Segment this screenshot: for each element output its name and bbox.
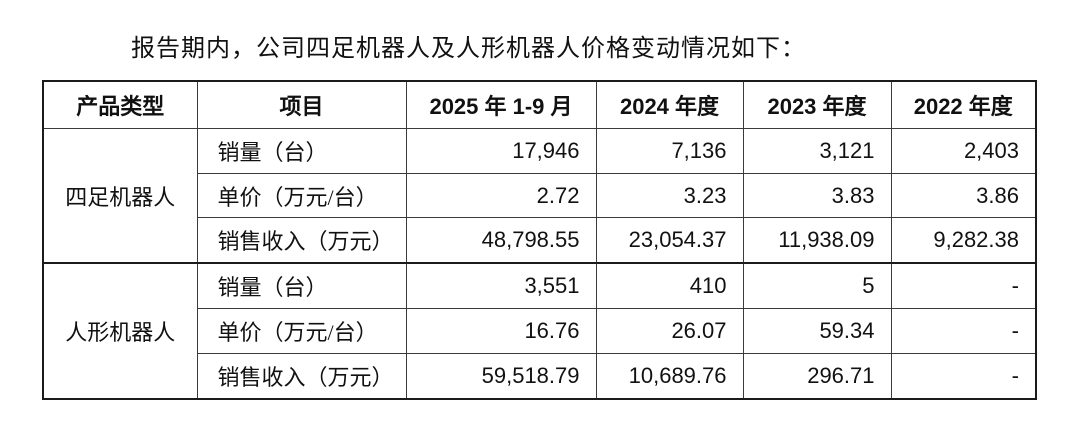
value-cell: 26.07 — [595, 308, 744, 355]
item-cell: 单价（万元/台） — [196, 172, 407, 219]
value-cell: 11,938.09 — [742, 217, 892, 264]
col-header-2025: 2025 年 1-9 月 — [405, 80, 597, 129]
page-title: 报告期内，公司四足机器人及人形机器人价格变动情况如下： — [131, 36, 806, 62]
value-cell: 23,054.37 — [595, 217, 744, 264]
value-cell: 17,946 — [405, 128, 597, 174]
table-row: 销售收入（万元） 48,798.55 23,054.37 11,938.09 9… — [43, 217, 1037, 264]
value-cell: 3.86 — [890, 172, 1037, 219]
value-cell: 10,689.76 — [595, 353, 744, 400]
value-cell: 296.71 — [742, 353, 892, 400]
item-cell: 销售收入（万元） — [196, 217, 407, 264]
item-cell: 单价（万元/台） — [196, 308, 407, 355]
value-cell: - — [890, 262, 1037, 310]
product-cell-humanoid-robot: 人形机器人 — [42, 262, 198, 400]
item-cell: 销量（台） — [196, 262, 407, 310]
table-row: 单价（万元/台） 16.76 26.07 59.34 - — [43, 308, 1037, 355]
col-header-item: 项目 — [196, 80, 407, 129]
value-cell: 59.34 — [742, 308, 892, 355]
value-cell: 16.76 — [405, 308, 597, 355]
item-cell: 销量（台） — [196, 128, 407, 174]
value-cell: 5 — [742, 262, 892, 310]
value-cell: 3,121 — [742, 128, 892, 174]
value-cell: 59,518.79 — [405, 353, 597, 400]
table-row: 四足机器人 销量（台） 17,946 7,136 3,121 2,403 — [42, 128, 1037, 264]
value-cell: - — [890, 353, 1037, 400]
price-change-table: 产品类型 项目 2025 年 1-9 月 2024 年度 2023 年度 202… — [42, 80, 1037, 400]
value-cell: - — [890, 308, 1037, 355]
value-cell: 3.23 — [595, 172, 744, 219]
value-cell: 410 — [595, 262, 744, 310]
value-cell: 48,798.55 — [405, 217, 597, 264]
col-header-product-type: 产品类型 — [42, 80, 198, 129]
value-cell: 7,136 — [595, 128, 744, 174]
value-cell: 3.83 — [742, 172, 892, 219]
item-cell: 销售收入（万元） — [196, 353, 407, 400]
col-header-2024: 2024 年度 — [595, 80, 744, 129]
value-cell: 2.72 — [405, 172, 597, 219]
table-row: 销售收入（万元） 59,518.79 10,689.76 296.71 - — [43, 353, 1037, 400]
col-header-2023: 2023 年度 — [742, 80, 892, 129]
value-cell: 3,551 — [405, 262, 597, 310]
value-cell: 9,282.38 — [890, 217, 1037, 264]
table-header-row: 产品类型 项目 2025 年 1-9 月 2024 年度 2023 年度 202… — [42, 80, 1037, 129]
product-cell-quadruped-robot: 四足机器人 — [42, 128, 198, 264]
value-cell: 2,403 — [890, 128, 1037, 174]
col-header-2022: 2022 年度 — [890, 80, 1037, 129]
table-row: 人形机器人 销量（台） 3,551 410 5 - — [42, 262, 1037, 400]
